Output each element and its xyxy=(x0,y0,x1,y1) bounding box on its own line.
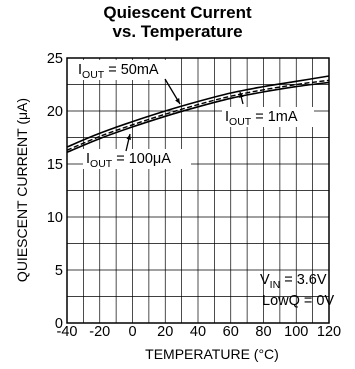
chart-title-line-2: vs. Temperature xyxy=(112,22,243,41)
y-tick-label: 15 xyxy=(47,157,63,173)
x-tick-label: 20 xyxy=(157,324,173,340)
annotation-arrowhead xyxy=(175,98,180,104)
annotation-iout100: IOUT = 100μA xyxy=(86,151,171,170)
annotations: IOUT = 50mA IOUT = 1mA IOUT = 100μA VIN = 3… xyxy=(75,60,334,309)
annotation-background xyxy=(75,60,175,80)
x-tick-label: 100 xyxy=(284,324,308,340)
x-tick-label: -40 xyxy=(57,324,78,340)
annotation-iout1: IOUT = 1mA xyxy=(225,109,298,128)
x-tick-label: 80 xyxy=(255,324,271,340)
annotation-arrowhead xyxy=(126,134,132,140)
annotation-arrowhead xyxy=(239,92,244,98)
x-tick-label: 40 xyxy=(190,324,206,340)
x-tick-label: -20 xyxy=(89,324,110,340)
y-tick-label: 25 xyxy=(47,51,63,67)
annotation-iout50: IOUT = 50mA xyxy=(78,62,159,81)
x-axis-label: TEMPERATURE (°C) xyxy=(145,346,279,362)
y-axis-label: QUIESCENT CURRENT (μA) xyxy=(14,98,30,282)
x-tick-label: 120 xyxy=(317,324,341,340)
annotation-lowq: LowQ = 0V xyxy=(262,293,334,309)
annotation-background xyxy=(222,107,314,127)
y-tick-label: 5 xyxy=(55,263,63,279)
series-line-1 xyxy=(66,75,330,148)
chart-title: Quiescent Current vs. Temperature xyxy=(0,3,355,41)
x-tick-label: 0 xyxy=(128,324,136,340)
x-tick-label: 60 xyxy=(223,324,239,340)
plot-frame xyxy=(66,57,330,324)
chart-title-line-1: Quiescent Current xyxy=(103,3,252,22)
annotation-background xyxy=(83,149,191,169)
series-line-2 xyxy=(66,79,330,151)
series-lines xyxy=(66,75,330,154)
y-tick-label: 20 xyxy=(47,104,63,120)
y-tick-label: 0 xyxy=(55,316,63,332)
series-line-3 xyxy=(66,81,330,154)
annotation-vin: VIN = 3.6V xyxy=(260,272,327,291)
tick-labels: -40 -20 0 20 40 60 80 100 120 0 5 10 15 20 25 xyxy=(47,51,341,340)
y-tick-label: 10 xyxy=(47,210,63,226)
